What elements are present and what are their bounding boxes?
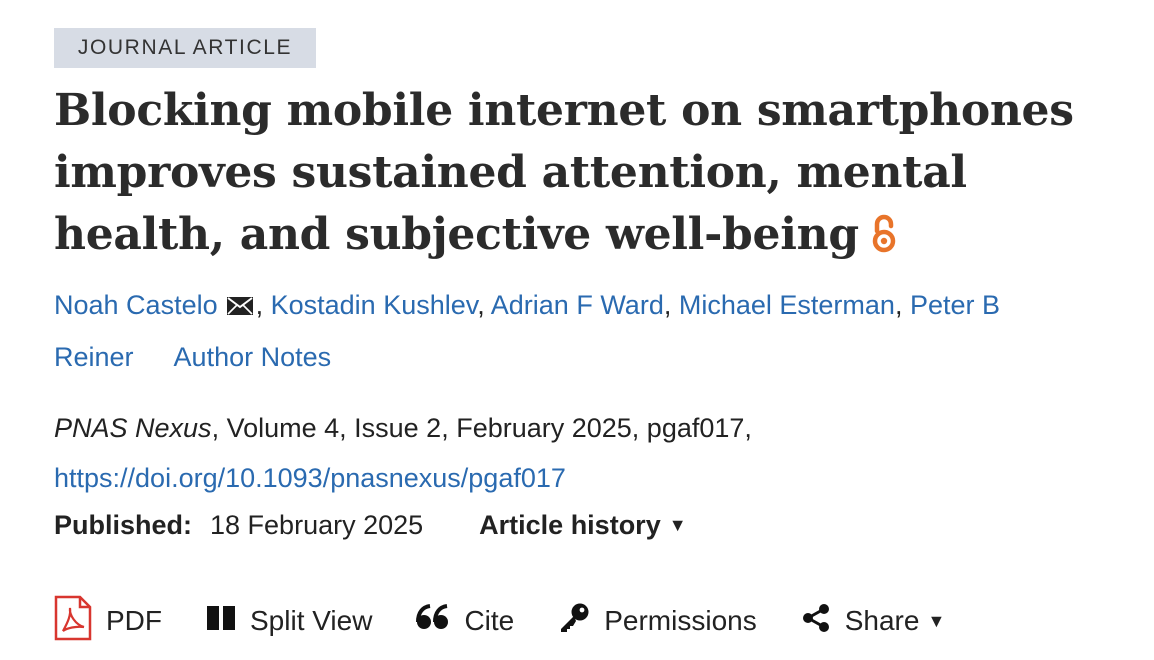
journal-name: PNAS Nexus <box>54 413 212 443</box>
article-history-label: Article history <box>479 510 661 540</box>
pdf-button[interactable]: PDF <box>54 595 162 648</box>
cite-button[interactable]: Cite <box>416 603 515 639</box>
share-icon <box>801 603 845 640</box>
author-link-adrian-f-ward[interactable]: Adrian F Ward <box>490 290 664 320</box>
caret-down-icon: ▼ <box>927 610 946 631</box>
pdf-icon <box>54 595 106 648</box>
author-list: Noah Castelo, Kostadin Kushlev, Adrian F… <box>54 280 1134 382</box>
article-title-text: Blocking mobile internet on smartphones … <box>54 85 1074 260</box>
key-icon <box>558 602 604 641</box>
author-separator: , <box>255 290 271 320</box>
author-separator: , <box>894 290 910 320</box>
published-label: Published: <box>54 510 193 540</box>
author-notes-link[interactable]: Author Notes <box>173 342 332 372</box>
split-view-button[interactable]: Split View <box>206 605 372 638</box>
permissions-button[interactable]: Permissions <box>558 602 757 641</box>
cite-label: Cite <box>464 605 515 636</box>
article-type-badge: JOURNAL ARTICLE <box>54 28 316 68</box>
author-link-peter-b-reiner[interactable]: Peter B Reiner <box>54 290 1001 372</box>
published-date: 18 February 2025 <box>210 510 424 540</box>
citation-line: PNAS Nexus, Volume 4, Issue 2, February … <box>54 403 1134 453</box>
doi-link[interactable]: https://doi.org/10.1093/pnasnexus/pgaf01… <box>54 463 566 493</box>
share-label: Share <box>844 605 920 636</box>
share-button[interactable]: Share ▼ <box>801 603 946 640</box>
pdf-label: PDF <box>106 605 162 636</box>
author-link-kostadin-kushlev[interactable]: Kostadin Kushlev <box>270 290 478 320</box>
citation-details: , Volume 4, Issue 2, February 2025, pgaf… <box>211 413 752 443</box>
published-row: Published: 18 February 2025 Article hist… <box>54 503 687 547</box>
article-toolbar: PDF Split View Cite Permissions Share ▼ <box>54 595 946 648</box>
split-view-icon <box>206 605 250 638</box>
permissions-label: Permissions <box>604 605 757 636</box>
article-title: Blocking mobile internet on smartphones … <box>54 80 1134 270</box>
envelope-icon[interactable] <box>226 282 254 332</box>
author-separator: , <box>477 290 491 320</box>
split-view-label: Split View <box>250 605 373 636</box>
author-link-noah-castelo[interactable]: Noah Castelo <box>54 290 218 320</box>
author-link-michael-esterman[interactable]: Michael Esterman <box>678 290 895 320</box>
quote-icon <box>416 603 464 639</box>
open-access-icon <box>869 208 899 270</box>
author-separator: , <box>663 290 679 320</box>
article-history-toggle[interactable]: Article history ▼ <box>479 503 686 547</box>
caret-down-icon: ▼ <box>668 515 687 535</box>
citation: PNAS Nexus, Volume 4, Issue 2, February … <box>54 403 1134 503</box>
